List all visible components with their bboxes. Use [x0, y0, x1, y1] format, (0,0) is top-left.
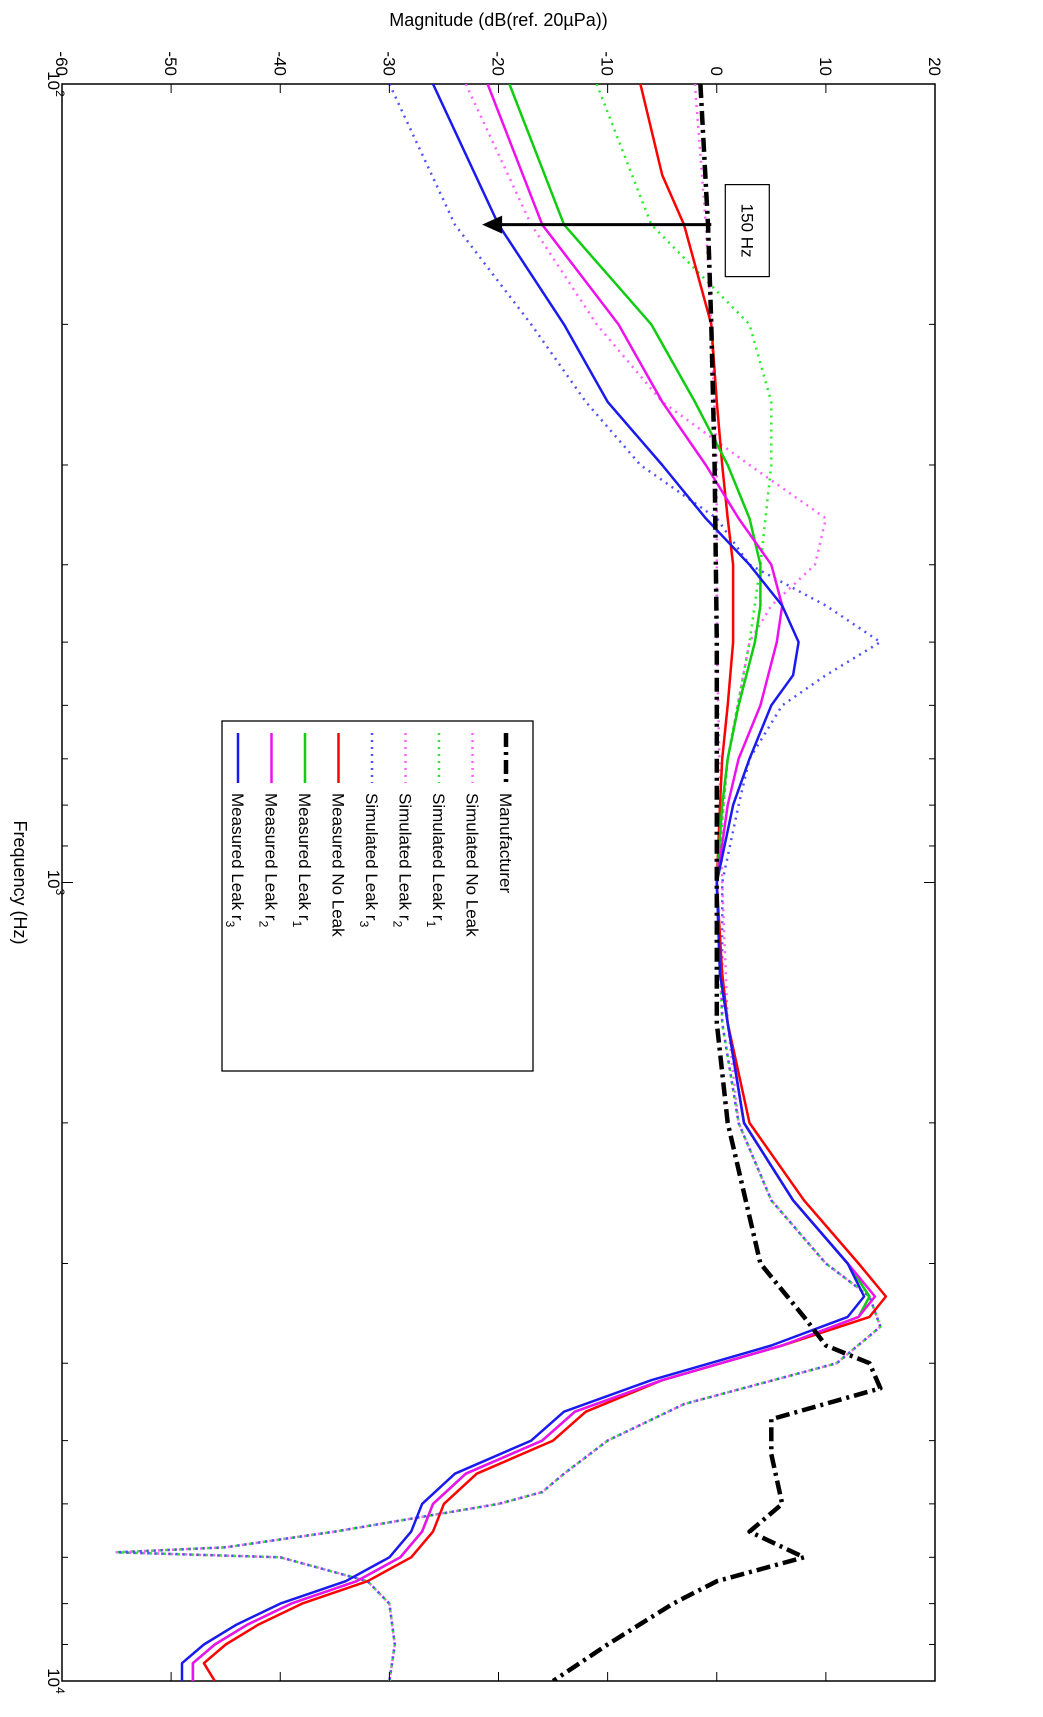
legend-entry: Simulated Leak r1 — [424, 793, 448, 928]
annotation-box — [724, 184, 770, 278]
legend-entry: Measured Leak r1 — [290, 793, 314, 928]
series-line-manufacturer — [551, 84, 883, 1681]
y-axis-title: Magnitude (dB(ref. 20µPa)) — [389, 10, 607, 30]
legend-entry: Measured Leak r3 — [223, 793, 247, 928]
series-layer — [115, 84, 888, 1681]
series-line-measured-no-leak — [202, 84, 888, 1681]
y-tick-label: -10 — [598, 51, 617, 76]
x-axis-title: Frequency (Hz) — [10, 820, 30, 944]
annotation-label: 150 Hz — [737, 204, 756, 258]
legend-entry: Measured Leak r2 — [257, 793, 281, 928]
y-tick-label: -50 — [161, 51, 180, 76]
legend-entry: Simulated Leak r3 — [357, 793, 381, 928]
annotation-arrowhead — [482, 215, 503, 234]
legend-entry: Measured No Leak — [329, 793, 348, 937]
y-tick-label: 10 — [816, 57, 835, 76]
legend: Manufacturer Simulated No Leak Simulated L… — [221, 720, 534, 1072]
series-line-measured-leak-r3 — [180, 84, 866, 1681]
x-tick-label: 102 — [44, 71, 67, 97]
ticks-layer: -60 -50 -40 -30 -20 -10 0 10 20 102 103 104 — [44, 51, 944, 1694]
y-tick-label: 20 — [925, 57, 944, 76]
y-tick-label: 0 — [707, 67, 726, 76]
annotation: 150 Hz — [482, 184, 770, 278]
x-tick-label: 103 — [44, 870, 67, 896]
y-tick-label: -40 — [270, 51, 289, 76]
series-line-simulated-leak-r1 — [115, 84, 882, 1681]
legend-entry: Manufacturer — [496, 793, 515, 893]
y-tick-label: -20 — [489, 51, 508, 76]
legend-entry: Simulated No Leak — [463, 793, 482, 937]
y-tick-label: -60 — [52, 51, 71, 76]
y-tick-label: -30 — [379, 51, 398, 76]
x-tick-label: 104 — [44, 1668, 67, 1694]
legend-entry: Simulated Leak r2 — [391, 793, 415, 928]
legend-box — [221, 720, 534, 1072]
